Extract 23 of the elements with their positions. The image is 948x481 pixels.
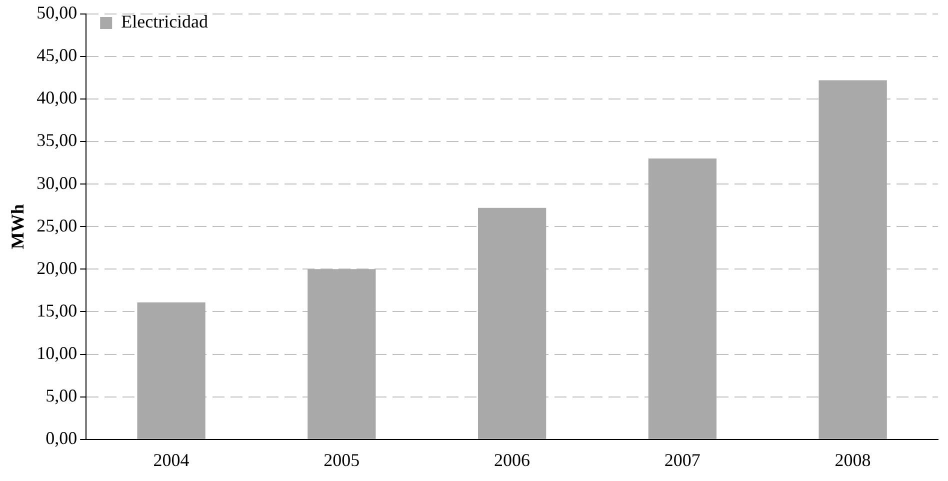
- y-tick-label: 10,00: [36, 343, 78, 364]
- bar: [648, 158, 717, 439]
- y-tick-label: 45,00: [36, 45, 78, 66]
- x-tick-label: 2007: [664, 450, 700, 470]
- y-tick-label: 20,00: [36, 258, 78, 278]
- y-axis-title: MWh: [7, 204, 28, 250]
- y-tick-label: 50,00: [36, 2, 78, 23]
- x-tick-label: 2008: [834, 450, 871, 470]
- bar: [818, 80, 887, 439]
- bar: [308, 269, 376, 439]
- y-tick-label: 40,00: [36, 88, 78, 108]
- y-tick-label: 35,00: [36, 130, 78, 150]
- bar: [478, 208, 546, 439]
- x-tick-label: 2006: [494, 450, 530, 470]
- bar: [137, 302, 206, 439]
- legend-label: Electricidad: [121, 12, 208, 32]
- x-tick-label: 2005: [324, 450, 360, 470]
- y-tick-label: 5,00: [46, 386, 78, 406]
- y-tick-label: 0,00: [46, 428, 78, 448]
- y-tick-label: 15,00: [36, 300, 78, 320]
- x-tick-label: 2004: [153, 450, 190, 470]
- y-tick-label: 30,00: [36, 172, 78, 193]
- y-tick-label: 25,00: [36, 215, 78, 236]
